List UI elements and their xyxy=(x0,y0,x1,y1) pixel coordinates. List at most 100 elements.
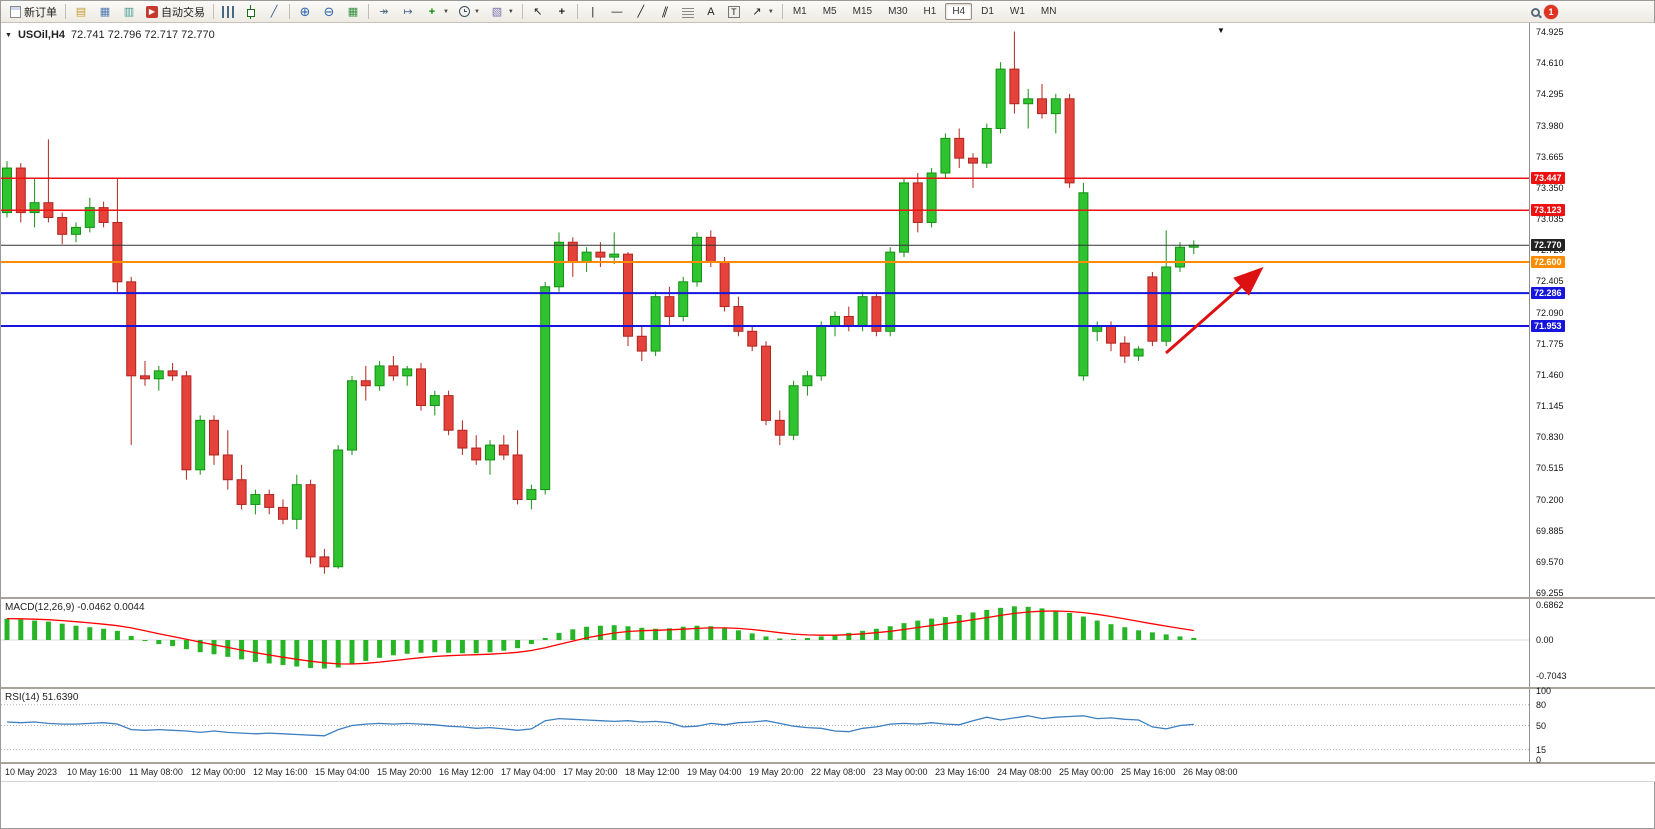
candlestick-chart-button[interactable] xyxy=(239,2,262,21)
rsi-label: RSI(14) 51.6390 xyxy=(5,692,79,703)
candle-body xyxy=(1064,98,1075,184)
candle-body xyxy=(195,419,206,471)
bar-chart-button[interactable] xyxy=(217,2,239,21)
macd-histogram-bar xyxy=(1108,624,1114,640)
candle-body xyxy=(29,202,40,214)
label-tool-icon: T xyxy=(727,5,740,18)
macd-label: MACD(12,26,9) -0.0462 0.0044 xyxy=(5,602,145,613)
timeframe-h4[interactable]: H4 xyxy=(945,3,973,20)
candlestick-chart[interactable] xyxy=(1,23,1529,597)
tile-windows-button[interactable]: ▦ xyxy=(341,2,365,21)
rsi-axis[interactable]: 100 80 50 15 0 xyxy=(1529,686,1655,765)
timeframe-m30[interactable]: M30 xyxy=(888,6,908,17)
text-tool-button[interactable]: A xyxy=(699,2,723,21)
candle-body xyxy=(416,368,426,407)
candle-body xyxy=(360,380,371,387)
macd-chart[interactable] xyxy=(1,599,1529,687)
candle-body xyxy=(319,556,330,568)
macd-histogram-bar xyxy=(666,628,672,640)
macd-histogram-bar xyxy=(915,620,921,640)
macd-histogram-bar xyxy=(170,640,176,647)
line-chart-button[interactable]: ╱ xyxy=(262,2,286,21)
macd-histogram-bar xyxy=(777,638,783,640)
macd-histogram-bar xyxy=(4,618,10,640)
macd-histogram-bar xyxy=(73,625,79,640)
macd-histogram-bar xyxy=(418,640,424,653)
macd-histogram-bar xyxy=(1136,630,1142,640)
candle-body xyxy=(374,365,385,387)
auto-trading-button[interactable]: ▶ 自动交易 xyxy=(141,2,210,21)
timeframe-m1[interactable]: M1 xyxy=(792,6,807,17)
candle-body xyxy=(2,167,12,214)
macd-histogram-bar xyxy=(18,619,24,640)
time-axis-label: 19 May 04:00 xyxy=(687,767,742,777)
candle-body xyxy=(57,217,68,235)
timeframe-h1[interactable]: H1 xyxy=(923,6,937,17)
macd-histogram-bar xyxy=(459,640,465,654)
macd-histogram-bar xyxy=(929,618,935,640)
candle-body xyxy=(705,236,716,263)
indicators-button[interactable]: + ▼ xyxy=(420,2,454,21)
candle-body xyxy=(664,296,675,317)
macd-axis[interactable]: 0.6862 0.00 -0.7043 xyxy=(1529,599,1655,687)
search-icon[interactable] xyxy=(1531,7,1540,17)
vertical-line-tool-button[interactable]: | xyxy=(581,2,605,21)
chart-shift-marker-icon[interactable]: ▼ xyxy=(1217,26,1225,35)
timeframe-mn[interactable]: MN xyxy=(1040,6,1057,17)
timeframe-m5[interactable]: M5 xyxy=(822,6,837,17)
rsi-indicator-pane[interactable]: RSI(14) 51.6390 100 80 50 15 0 xyxy=(1,686,1655,765)
shapes-tool-button[interactable]: ↗ ▼ xyxy=(745,2,779,21)
price-axis[interactable]: 74.925 74.610 74.295 73.980 73.665 73.350 73.0… xyxy=(1529,23,1655,598)
macd-histogram-bar xyxy=(542,637,548,640)
macd-indicator-pane[interactable]: MACD(12,26,9) -0.0462 0.0044 0.6862 0.00 -… xyxy=(1,599,1655,689)
profiles-button[interactable]: ▦ xyxy=(93,2,117,21)
new-order-button[interactable]: 新订单 xyxy=(5,2,62,21)
macd-histogram-bar xyxy=(252,640,258,662)
fibonacci-icon xyxy=(681,7,694,18)
timeframe-d1[interactable]: D1 xyxy=(981,6,994,17)
cursor-tool-button[interactable]: ↖ xyxy=(526,2,550,21)
auto-scroll-button[interactable]: ↠ xyxy=(372,2,396,21)
macd-histogram-bar xyxy=(1122,627,1128,640)
zoom-out-button[interactable]: ⊖ xyxy=(317,2,341,21)
chart-ohlc-values: 72.741 72.796 72.717 72.770 xyxy=(71,29,215,41)
horizontal-line-tool-button[interactable]: — xyxy=(605,2,629,21)
periods-button[interactable]: ▼ xyxy=(454,2,485,21)
fibonacci-tool-button[interactable] xyxy=(677,2,699,21)
timeframe-m15[interactable]: M15 xyxy=(852,6,873,17)
notification-badge[interactable]: 1 xyxy=(1544,5,1558,19)
candle-body xyxy=(264,494,275,508)
candle-body xyxy=(788,385,799,436)
timeframe-w1[interactable]: W1 xyxy=(1009,6,1025,17)
candle-body xyxy=(471,447,482,461)
candle-body xyxy=(126,281,137,377)
macd-histogram-bar xyxy=(142,640,148,642)
candle-body xyxy=(15,167,26,214)
crosshair-tool-button[interactable]: + xyxy=(550,2,574,21)
macd-histogram-bar xyxy=(1177,636,1183,640)
chart-shift-button[interactable]: ↦ xyxy=(396,2,420,21)
chart-collapse-icon[interactable]: ▼ xyxy=(5,31,12,39)
candle-body xyxy=(981,127,992,164)
trendline-tool-button[interactable]: ╱ xyxy=(629,2,653,21)
candle-body xyxy=(968,157,978,164)
time-axis[interactable]: 10 May 2023 10 May 16:00 11 May 08:00 12 Ma… xyxy=(1,764,1655,782)
channel-tool-button[interactable]: ∥ xyxy=(653,2,677,21)
label-tool-button[interactable]: T xyxy=(723,2,745,21)
price-chart-pane[interactable]: ▼ USOil,H4 72.741 72.796 72.717 72.770 ▼… xyxy=(1,23,1655,599)
price-axis-label: 69.255 xyxy=(1536,588,1564,598)
time-axis-label: 24 May 08:00 xyxy=(997,767,1052,777)
zoom-in-button[interactable]: ⊕ xyxy=(293,2,317,21)
candle-body xyxy=(112,221,123,283)
data-window-button[interactable]: ▥ xyxy=(117,2,141,21)
macd-histogram-bar xyxy=(653,628,659,640)
rsi-chart[interactable] xyxy=(1,689,1529,762)
charts-button[interactable]: ▤ xyxy=(69,2,93,21)
trend-arrow-object[interactable] xyxy=(1165,267,1264,355)
macd-histogram-bar xyxy=(211,640,217,655)
candle-body xyxy=(747,330,758,347)
rsi-axis-label: 15 xyxy=(1536,744,1547,755)
templates-button[interactable]: ▧ ▼ xyxy=(485,2,519,21)
price-tag-71.953: 71.953 xyxy=(1531,320,1565,333)
macd-histogram-bar xyxy=(390,640,396,656)
